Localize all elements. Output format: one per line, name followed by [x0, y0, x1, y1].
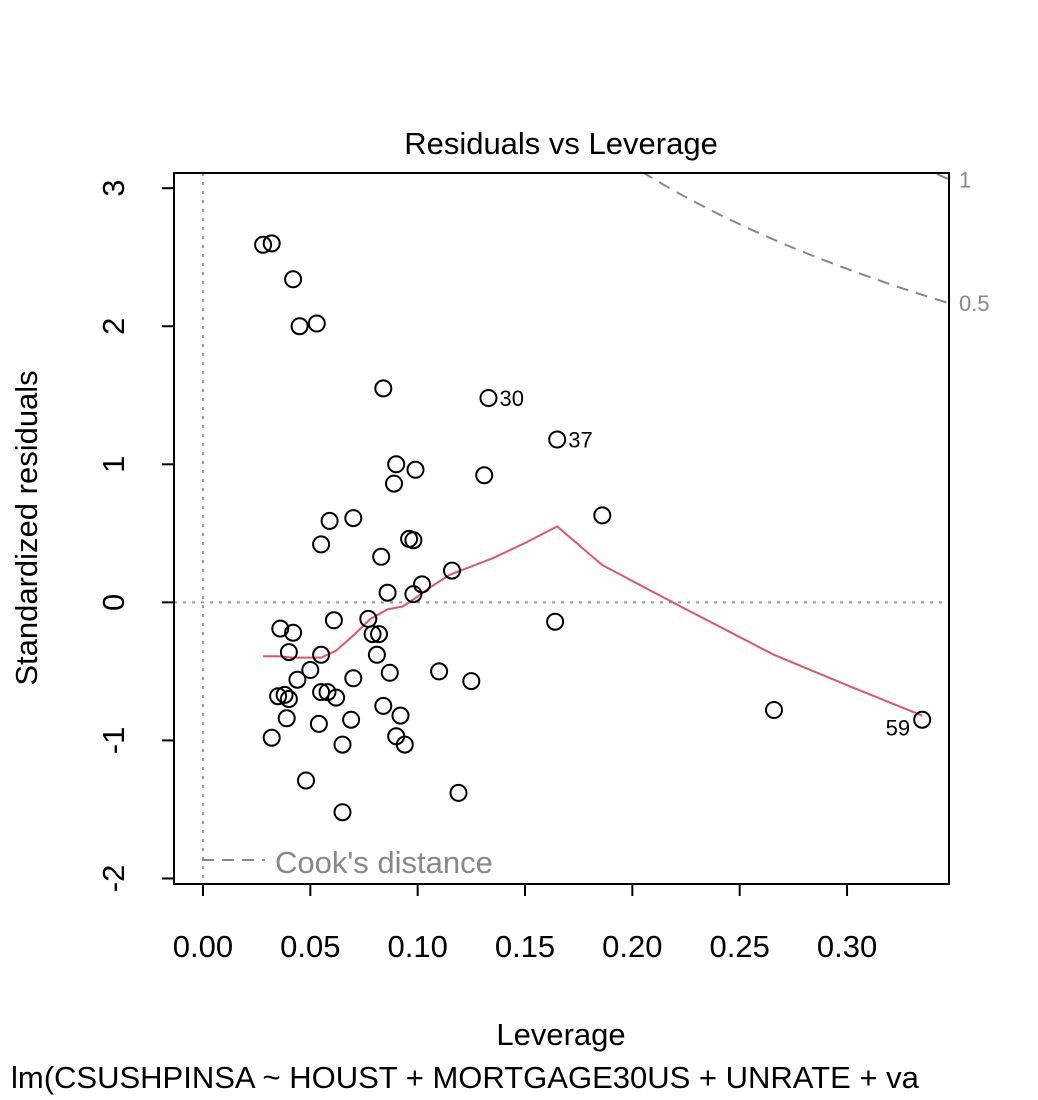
data-point	[284, 270, 303, 289]
data-point	[385, 474, 403, 493]
cooks-distance-contours	[642, 173, 949, 305]
y-tick-label: 1	[96, 456, 131, 473]
x-tick-label: 0.25	[710, 929, 770, 964]
data-point	[271, 619, 290, 638]
data-point	[284, 623, 303, 642]
data-point	[374, 696, 393, 715]
legend-label: Cook's distance	[275, 845, 493, 880]
x-tick-label: 0.00	[173, 929, 233, 964]
data-point	[277, 709, 296, 728]
data-point	[479, 389, 498, 407]
data-point	[913, 710, 932, 729]
data-point	[404, 531, 423, 550]
data-point	[475, 466, 494, 485]
data-point	[254, 235, 273, 254]
data-point	[307, 314, 326, 333]
x-tick-label: 0.15	[495, 929, 555, 964]
cooks-contour-0.5	[642, 173, 949, 305]
point-label: 37	[568, 427, 592, 452]
y-tick-label: 0	[96, 594, 131, 611]
data-point	[312, 535, 331, 554]
data-point	[344, 669, 363, 688]
data-point	[275, 685, 294, 704]
y-tick-label: -1	[96, 727, 131, 755]
data-point	[262, 728, 281, 747]
plot-frame	[173, 172, 950, 885]
x-axis-label: Leverage	[496, 1017, 625, 1052]
data-point	[548, 430, 567, 449]
data-point	[404, 585, 423, 604]
data-point	[374, 379, 393, 398]
x-tick-label: 0.20	[602, 929, 662, 964]
data-point	[279, 643, 298, 662]
data-point	[430, 662, 449, 681]
data-point	[395, 735, 414, 754]
data-point	[443, 561, 461, 580]
data-points	[254, 234, 932, 822]
data-point	[372, 547, 391, 566]
data-point	[449, 783, 468, 802]
data-point	[301, 661, 320, 679]
data-point	[262, 234, 281, 253]
y-axis-label: Standardized residuals	[9, 370, 44, 685]
data-point	[288, 670, 307, 689]
y-tick-label: 3	[96, 180, 131, 197]
data-point	[312, 645, 331, 664]
y-tick-label: -2	[96, 865, 131, 893]
data-point	[269, 687, 288, 706]
data-point	[342, 710, 361, 729]
data-point	[344, 509, 363, 528]
data-point	[367, 645, 386, 664]
data-point	[320, 511, 339, 530]
cooks-contour-label: 1	[959, 167, 971, 192]
data-point	[380, 663, 399, 682]
data-point	[378, 583, 397, 602]
data-point	[406, 460, 425, 479]
data-point	[387, 455, 406, 474]
smooth-line	[263, 525, 923, 717]
x-tick-label: 0.30	[817, 929, 877, 964]
data-point	[333, 803, 352, 822]
point-label: 59	[886, 716, 910, 741]
data-point	[297, 771, 315, 790]
y-tick-label: 2	[96, 318, 131, 335]
cooks-distance-legend: Cook's distance	[202, 845, 493, 880]
data-point	[593, 506, 612, 525]
data-point	[462, 672, 481, 691]
data-point	[279, 690, 298, 708]
cooks-contour-label: 0.5	[959, 291, 990, 316]
chart-subtitle: lm(CSUSHPINSA ~ HOUST + MORTGAGE30US + U…	[11, 1060, 920, 1095]
data-point	[765, 701, 783, 719]
point-labels: 30 37 59	[500, 386, 911, 741]
y-axis: -2 -1 0 1 2 3	[96, 180, 175, 893]
data-point	[333, 735, 352, 754]
data-point	[546, 612, 565, 631]
data-point	[309, 714, 328, 733]
data-point	[391, 706, 410, 725]
data-point	[370, 625, 388, 644]
reference-lines	[174, 173, 949, 884]
x-axis: 0.00 0.05 0.10 0.15 0.20 0.25 0.30	[173, 883, 877, 964]
x-tick-label: 0.05	[280, 929, 340, 964]
data-point	[327, 688, 346, 707]
data-point	[413, 575, 431, 594]
point-label: 30	[500, 386, 524, 411]
data-point	[290, 317, 309, 336]
data-point	[363, 625, 382, 644]
chart-title: Residuals vs Leverage	[404, 126, 718, 161]
data-point	[359, 609, 378, 628]
x-tick-label: 0.10	[387, 929, 447, 964]
contour-labels: 10.5	[959, 167, 990, 316]
smooth-line-group	[263, 525, 923, 717]
data-point	[324, 611, 343, 630]
